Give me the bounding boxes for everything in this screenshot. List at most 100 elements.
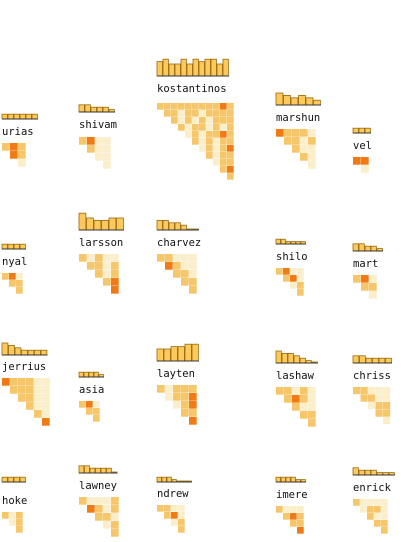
- heat-cell: [369, 275, 377, 283]
- heat-cell: [199, 131, 206, 138]
- heat-cell: [34, 386, 42, 394]
- heat-cell: [164, 505, 171, 512]
- heat-cell: [353, 387, 361, 395]
- panel-label: asia: [79, 384, 104, 396]
- bar: [100, 467, 107, 474]
- heat-cell: [206, 138, 213, 145]
- heat-cell: [18, 378, 26, 386]
- heat-cell: [157, 505, 164, 512]
- heat-cell: [111, 529, 119, 537]
- heat-cell: [227, 131, 234, 138]
- heat-cell: [297, 513, 304, 520]
- heat-cell: [300, 145, 308, 153]
- panel-vel: vel: [352, 127, 372, 173]
- bar: [186, 63, 193, 77]
- heat-cell: [10, 378, 18, 386]
- heat-cell: [103, 262, 111, 270]
- heat-cell: [192, 103, 199, 110]
- heat-cell: [178, 519, 185, 526]
- heat-cell: [42, 394, 50, 402]
- heat-cell: [181, 270, 189, 278]
- panel-lawney: lawney: [78, 465, 119, 537]
- heat-cell: [383, 387, 391, 395]
- bar: [222, 58, 229, 77]
- heat-cell: [227, 110, 234, 117]
- bar: [313, 99, 321, 106]
- heat-cell: [375, 402, 383, 410]
- heat-cell: [360, 387, 368, 395]
- heat-cell: [383, 402, 391, 410]
- bar: [168, 222, 175, 231]
- heat-cell: [171, 505, 178, 512]
- bar: [106, 467, 112, 474]
- bar: [163, 348, 171, 362]
- heat-cell: [374, 499, 381, 506]
- panel-label: chriss: [353, 370, 391, 382]
- heat-cell: [300, 129, 308, 137]
- bar: [156, 348, 164, 362]
- heat-cell: [220, 124, 227, 131]
- heat-cell: [367, 513, 374, 520]
- heat-cell: [2, 512, 9, 519]
- heat-cell: [220, 145, 227, 152]
- heat-cell: [111, 254, 119, 262]
- bar: [7, 113, 14, 120]
- heat-cell: [111, 521, 119, 529]
- heat-cell: [79, 254, 87, 262]
- bar: [21, 349, 28, 356]
- bar: [174, 63, 181, 77]
- heat-cell: [381, 506, 388, 513]
- heat-cell: [87, 505, 95, 513]
- heat-cell: [227, 138, 234, 145]
- heat-cell: [34, 410, 42, 418]
- heat-cell: [10, 143, 18, 151]
- heat-cell: [383, 409, 391, 417]
- heat-cell: [368, 394, 376, 402]
- heat-cell: [18, 143, 26, 151]
- bar: [281, 352, 288, 364]
- heat-cell: [381, 520, 388, 527]
- panel-label: imere: [276, 489, 308, 501]
- heat-cell: [95, 153, 103, 161]
- bar: [96, 106, 103, 113]
- bar: [93, 219, 102, 231]
- heat-cell: [157, 103, 164, 110]
- bar: [14, 347, 22, 356]
- heat-cell: [192, 138, 199, 145]
- bar: [204, 58, 211, 77]
- heat-cell: [9, 519, 16, 526]
- heat-cell: [290, 275, 297, 282]
- bar: [40, 349, 48, 356]
- bar: [385, 357, 392, 364]
- bar: [19, 113, 26, 120]
- panel-label: urias: [2, 126, 34, 138]
- heat-cell: [95, 254, 103, 262]
- heat-cell: [189, 254, 197, 262]
- heat-cell: [181, 385, 189, 393]
- heat-cell: [276, 506, 283, 513]
- heat-cell: [292, 137, 300, 145]
- bar: [287, 352, 294, 364]
- bar: [372, 357, 379, 364]
- heat-cell: [103, 513, 111, 521]
- heat-cell: [10, 386, 18, 394]
- heat-cell: [292, 145, 300, 153]
- heat-cell: [375, 394, 383, 402]
- bar: [161, 476, 167, 483]
- bar: [290, 97, 299, 106]
- heat-cell: [308, 145, 316, 153]
- heat-cell: [189, 278, 197, 286]
- heat-cell: [199, 138, 206, 145]
- panel-label: layten: [157, 368, 195, 380]
- bar: [7, 476, 14, 483]
- heat-cell: [213, 138, 220, 145]
- heat-cell: [192, 110, 199, 117]
- heat-cell: [189, 270, 197, 278]
- heat-cell: [26, 394, 34, 402]
- heat-cell: [308, 129, 316, 137]
- heat-cell: [361, 157, 369, 165]
- heat-cell: [18, 151, 26, 159]
- heat-cell: [308, 403, 316, 411]
- heat-cell: [16, 526, 23, 533]
- heat-cell: [103, 254, 111, 262]
